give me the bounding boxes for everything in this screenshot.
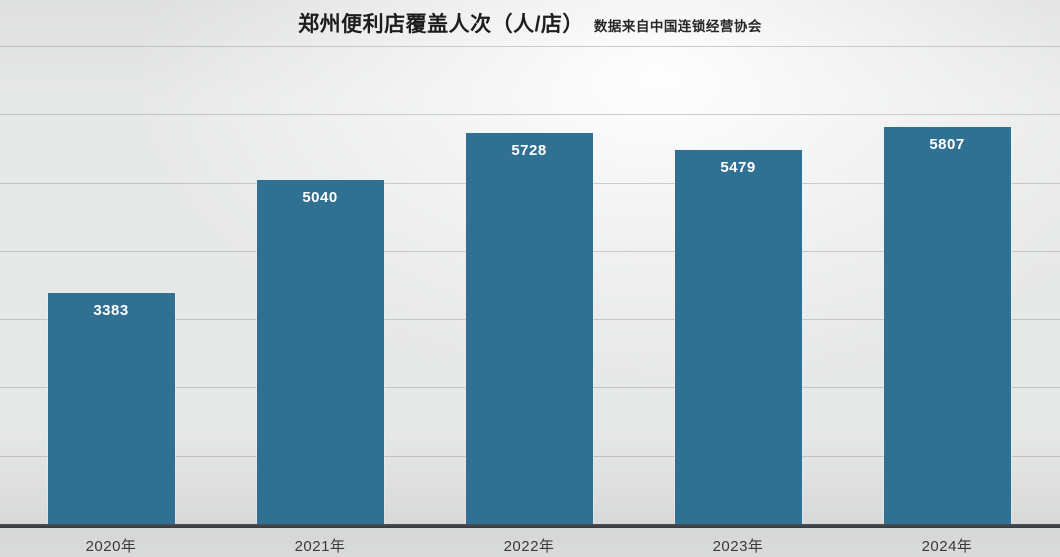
x-tick-label-2022年: 2022年 (503, 538, 555, 555)
bar-2022年 (465, 132, 593, 524)
gridline-6000 (0, 114, 1060, 116)
gridline-7000 (0, 46, 1060, 47)
bar-2024年 (883, 127, 1011, 524)
chart-data-source-note: 数据来自中国连锁经营协会 (593, 19, 762, 34)
bar-value-label-2023年: 5479 (720, 158, 756, 176)
chart-header: 郑州便利店覆盖人次（人/店） 数据来自中国连锁经营协会 (0, 8, 1060, 38)
x-tick-label-2021年: 2021年 (294, 538, 346, 555)
x-axis-line (0, 524, 1060, 528)
bar-2023年 (674, 149, 802, 524)
bar-2020年 (47, 292, 175, 524)
bar-value-label-2020年: 3383 (93, 301, 129, 319)
bar-value-label-2024年: 5807 (929, 136, 965, 154)
bar-value-label-2021年: 5040 (302, 188, 338, 206)
bar-value-label-2022年: 5728 (511, 141, 547, 159)
x-tick-label-2023年: 2023年 (712, 538, 764, 555)
chart-title: 郑州便利店覆盖人次（人/店） (298, 13, 584, 36)
x-tick-label-2024年: 2024年 (921, 538, 973, 555)
bar-2021年 (256, 179, 384, 524)
x-tick-label-2020年: 2020年 (85, 538, 137, 555)
